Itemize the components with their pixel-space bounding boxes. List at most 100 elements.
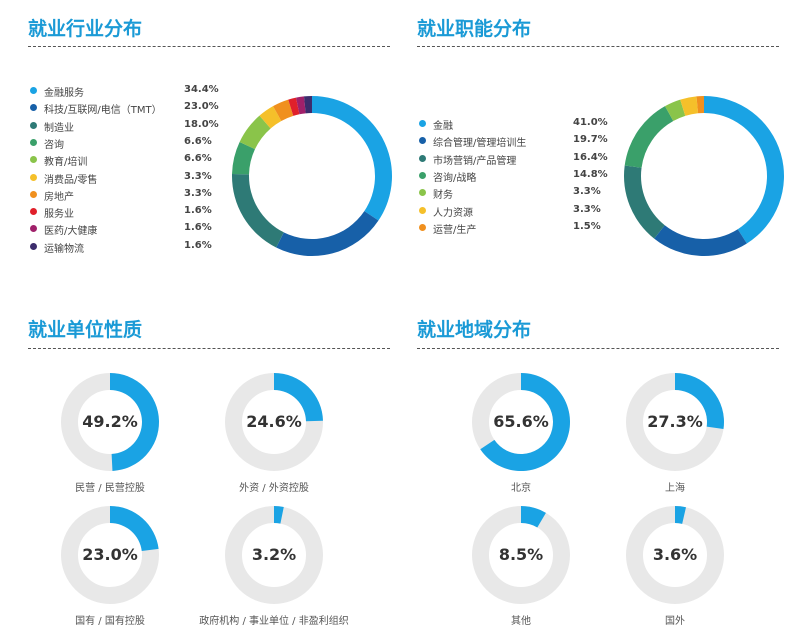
industry-legend-value: 18.0%: [184, 118, 219, 130]
industry-legend-swatch: [30, 190, 37, 198]
region-mini-donut: [626, 373, 724, 471]
industry-slice-4: [239, 115, 271, 150]
org-mini-donut-label: 民营 / 民营控股: [75, 483, 145, 494]
industry-legend-swatch: [30, 173, 37, 181]
function-section-title: 就业职能分布: [417, 18, 532, 40]
function-legend-label: 金融: [433, 121, 453, 132]
function-legend-label: 市场营销/产品管理: [433, 155, 517, 167]
region-divider: [417, 348, 779, 349]
industry-legend-label: 金融服务: [44, 88, 84, 99]
industry-legend-value: 3.3%: [184, 170, 212, 182]
function-slice-6: [696, 96, 704, 114]
org-mini-donut-label: 外资 / 外资控股: [239, 483, 309, 494]
industry-legend-value: 1.6%: [184, 205, 212, 217]
org-section-title: 就业单位性质: [28, 319, 143, 341]
industry-legend-value: 3.3%: [184, 187, 212, 199]
org-mini-donut: [61, 373, 159, 471]
industry-legend-item: 房地产 3.3%: [30, 187, 220, 203]
industry-legend-item: 医药/大健康 1.6%: [30, 222, 220, 238]
industry-legend: 金融服务 34.4% 科技/互联网/电信（TMT） 23.0% 制造业 18.0% 咨询 6.…: [30, 84, 230, 264]
function-legend-swatch: [419, 120, 426, 127]
function-legend-item: 咨询/战略 14.8%: [419, 168, 609, 184]
industry-section-title: 就业行业分布: [28, 18, 143, 40]
region-mini-donut-percent: 8.5%: [498, 545, 544, 564]
function-legend-value: 14.8%: [573, 168, 608, 180]
industry-legend-value: 6.6%: [184, 153, 212, 165]
function-legend-value: 3.3%: [573, 203, 601, 215]
function-legend-value: 19.7%: [573, 134, 608, 146]
industry-legend-label: 房地产: [44, 191, 74, 203]
function-legend-item: 金融 41.0%: [419, 117, 609, 132]
industry-legend-item: 金融服务 34.4%: [30, 84, 220, 99]
industry-legend-swatch: [30, 242, 37, 250]
industry-legend-swatch: [30, 208, 37, 216]
industry-slice-0: [312, 96, 392, 221]
industry-legend-value: 1.6%: [184, 222, 212, 234]
org-mini-donut-percent: 24.6%: [246, 412, 302, 431]
org-mini-donut-value: [110, 373, 159, 471]
industry-legend-item: 咨询 6.6%: [30, 135, 220, 151]
industry-slice-8: [296, 96, 306, 115]
industry-divider: [28, 46, 390, 47]
industry-slice-5: [259, 106, 282, 129]
region-mini-donut-value: [675, 506, 686, 524]
industry-legend-item: 制造业 18.0%: [30, 118, 220, 134]
region-mini-donut-value: [521, 506, 546, 528]
function-legend-swatch: [419, 154, 426, 162]
region-mini-donut: [472, 373, 570, 471]
function-legend-item: 财务 3.3%: [419, 186, 609, 201]
industry-legend-swatch: [30, 87, 37, 94]
function-legend-swatch: [419, 171, 426, 179]
industry-legend-label: 科技/互联网/电信（TMT）: [44, 105, 162, 117]
function-legend-label: 运营/生产: [433, 224, 477, 236]
region-mini-donut-label: 国外: [665, 616, 685, 627]
region-mini-donut-value: [480, 373, 570, 471]
function-legend-label: 人力资源: [433, 207, 473, 219]
industry-legend-swatch: [30, 156, 37, 164]
industry-legend-value: 6.6%: [184, 135, 212, 147]
function-legend-value: 41.0%: [573, 117, 608, 128]
industry-legend-label: 教育/培训: [44, 157, 88, 169]
function-legend-value: 16.4%: [573, 151, 608, 163]
function-legend-value: 3.3%: [573, 186, 601, 198]
function-legend-item: 运营/生产 1.5%: [419, 221, 609, 236]
industry-slice-3: [232, 141, 255, 175]
function-legend-item: 综合管理/管理培训生 19.7%: [419, 134, 609, 150]
function-slice-0: [704, 96, 784, 244]
function-legend-swatch: [419, 206, 426, 214]
function-legend-swatch: [419, 137, 426, 145]
function-legend-label: 综合管理/管理培训生: [433, 138, 527, 150]
function-donut-chart: [624, 96, 784, 256]
org-mini-donut-value: [110, 506, 159, 551]
industry-slice-1: [276, 211, 379, 256]
region-mini-donut: [626, 506, 724, 604]
org-divider: [28, 348, 390, 349]
industry-legend-swatch: [30, 138, 37, 146]
industry-legend-label: 医药/大健康: [44, 226, 98, 238]
industry-legend-label: 运输物流: [44, 243, 84, 255]
function-legend-swatch: [419, 189, 426, 197]
function-divider: [417, 46, 779, 47]
industry-slice-2: [232, 173, 284, 248]
industry-legend-swatch: [30, 104, 37, 112]
industry-slice-9: [303, 96, 312, 114]
industry-legend-swatch: [30, 121, 37, 129]
function-legend-item: 市场营销/产品管理 16.4%: [419, 151, 609, 167]
region-mini-donut-label: 上海: [665, 483, 685, 494]
function-slice-1: [654, 225, 747, 256]
industry-legend-item: 运输物流 1.6%: [30, 239, 220, 255]
region-mini-donut-percent: 3.6%: [652, 545, 698, 564]
function-slice-4: [665, 99, 686, 121]
industry-legend-value: 23.0%: [184, 101, 219, 113]
region-mini-donut-percent: 65.6%: [493, 412, 549, 431]
industry-donut-chart: [232, 96, 392, 256]
industry-legend-item: 教育/培训 6.6%: [30, 153, 220, 169]
function-slice-3: [624, 106, 674, 168]
org-mini-donut-label: 政府机构 / 事业单位 / 非盈利组织: [199, 616, 349, 627]
org-mini-donut-label: 国有 / 国有控股: [75, 616, 145, 627]
industry-slice-7: [288, 97, 300, 116]
function-slice-5: [680, 96, 699, 116]
industry-legend-value: 34.4%: [184, 84, 219, 95]
function-legend-item: 人力资源 3.3%: [419, 203, 609, 219]
industry-legend-value: 1.6%: [184, 239, 212, 251]
